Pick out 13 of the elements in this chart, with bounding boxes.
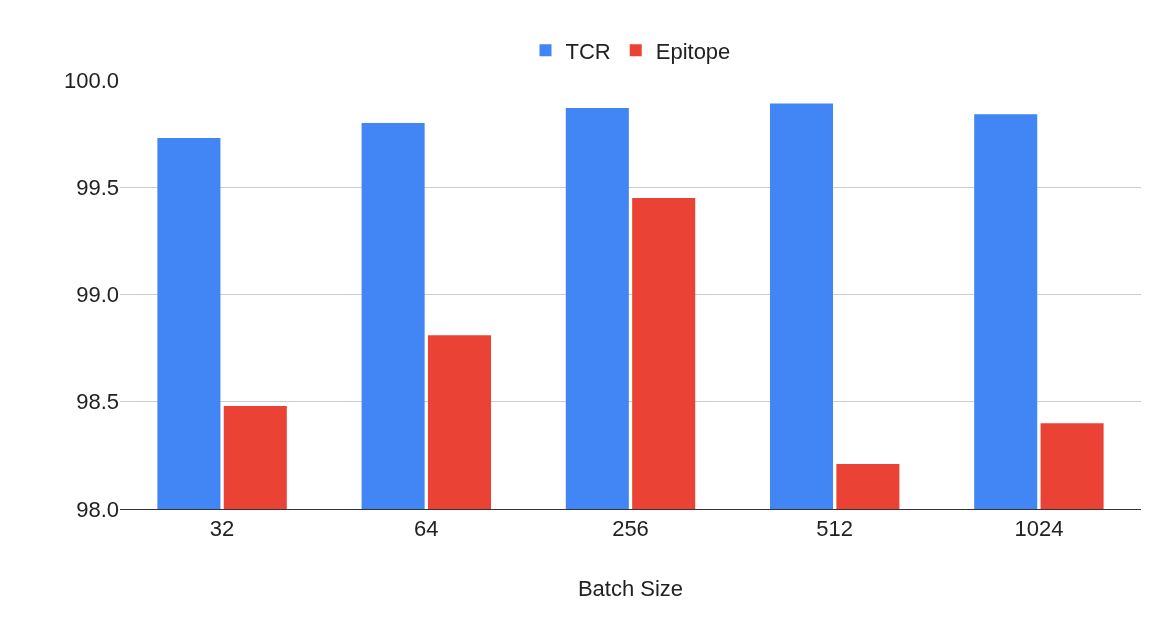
x-tick-label: 32 (209, 516, 235, 542)
y-tick-label: 98.5 (76, 389, 119, 415)
x-tick-label: 1024 (1014, 516, 1064, 542)
y-tick-label: 99.0 (76, 282, 119, 308)
x-tick-label: 64 (414, 516, 439, 542)
legend-label: Epitope (655, 38, 731, 64)
legend-label: TCR (565, 38, 611, 64)
y-tick-label: 99.5 (76, 174, 119, 200)
x-tick-label: 512 (816, 516, 854, 542)
x-axis-title: Batch Size (577, 576, 684, 602)
x-tick-label: 256 (612, 516, 649, 542)
y-tick-label: 100.0 (63, 67, 119, 93)
y-tick-label: 98.0 (76, 496, 119, 522)
